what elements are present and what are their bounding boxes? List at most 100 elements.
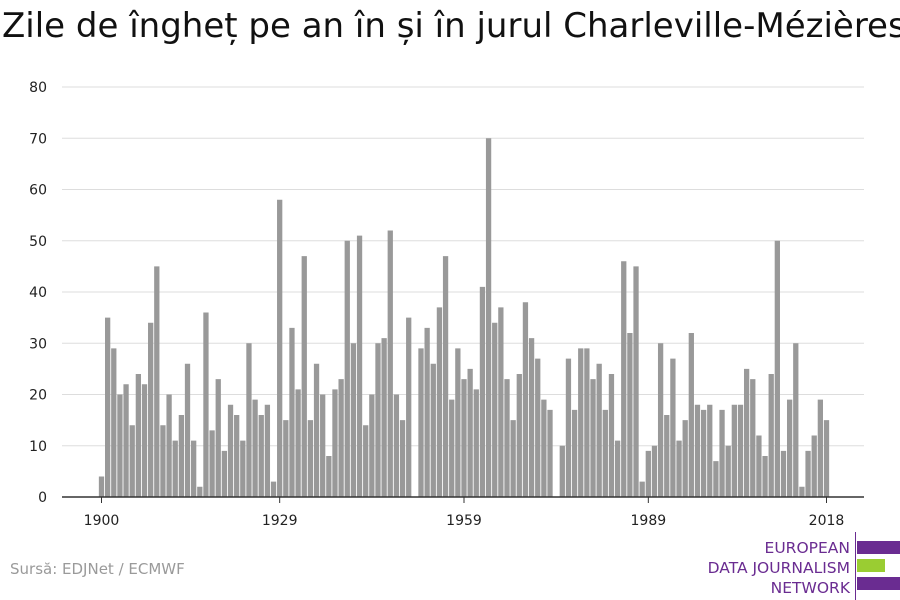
bar-1999 bbox=[707, 404, 713, 497]
x-tick-label: 2018 bbox=[809, 513, 845, 529]
bar-1980 bbox=[590, 379, 596, 497]
bar-1922 bbox=[234, 415, 240, 497]
y-tick-label: 40 bbox=[29, 285, 47, 301]
bar-2004 bbox=[737, 404, 744, 497]
bar-1926 bbox=[258, 415, 264, 497]
bar-1923 bbox=[240, 440, 246, 497]
bar-1993 bbox=[670, 358, 676, 497]
bar-2009 bbox=[768, 374, 774, 497]
bar-1994 bbox=[676, 440, 682, 497]
bar-1905 bbox=[129, 425, 135, 497]
bar-1940 bbox=[344, 240, 350, 497]
y-tick-label: 20 bbox=[29, 388, 47, 404]
bar-1953 bbox=[424, 327, 430, 497]
bar-1910 bbox=[160, 425, 166, 497]
bar-1958 bbox=[455, 348, 461, 497]
bar-2003 bbox=[731, 404, 737, 497]
bar-1967 bbox=[510, 420, 516, 497]
bar-1970 bbox=[528, 338, 535, 497]
bar-1934 bbox=[307, 420, 314, 497]
bar-1938 bbox=[332, 389, 338, 497]
bar-2006 bbox=[750, 379, 756, 497]
bar-1901 bbox=[105, 317, 111, 497]
bar-2001 bbox=[719, 409, 725, 497]
bar-1989 bbox=[645, 450, 651, 497]
bar-1906 bbox=[135, 374, 142, 497]
bar-1935 bbox=[313, 363, 320, 497]
bar-1903 bbox=[117, 394, 123, 497]
bar-1902 bbox=[111, 348, 117, 497]
bar-1904 bbox=[123, 384, 129, 497]
logo-bar-green bbox=[857, 559, 885, 572]
bar-1949 bbox=[399, 420, 406, 497]
bar-1933 bbox=[301, 256, 307, 497]
bar-2018 bbox=[823, 420, 830, 497]
bar-1972 bbox=[541, 399, 547, 497]
logo-bar-purple-bottom bbox=[857, 577, 900, 590]
bar-1961 bbox=[473, 389, 479, 497]
y-axis-labels: 0 10 20 30 40 50 60 70 80 bbox=[29, 80, 47, 506]
bar-2010 bbox=[774, 240, 780, 497]
bar-1981 bbox=[596, 363, 602, 497]
y-tick-label: 60 bbox=[29, 183, 47, 199]
bar-2017 bbox=[817, 399, 823, 497]
bar-2008 bbox=[762, 456, 768, 497]
bar-1962 bbox=[479, 286, 486, 497]
bar-1945 bbox=[375, 343, 381, 497]
bar-1909 bbox=[154, 266, 160, 497]
bar-1991 bbox=[657, 343, 664, 497]
bar-1914 bbox=[184, 363, 191, 497]
bar-1956 bbox=[442, 256, 449, 497]
bar-1960 bbox=[467, 368, 473, 497]
bar-1908 bbox=[148, 322, 154, 497]
bar-1936 bbox=[320, 394, 326, 497]
logo-line-1: EUROPEAN bbox=[764, 539, 850, 557]
bar-1969 bbox=[522, 302, 529, 497]
x-tick-label: 1900 bbox=[84, 513, 120, 529]
y-tick-label: 10 bbox=[29, 439, 47, 455]
bar-2016 bbox=[811, 435, 817, 497]
logo-text: EUROPEAN DATA JOURNALISM NETWORK bbox=[708, 538, 850, 598]
bar-1971 bbox=[535, 358, 541, 497]
bar-2011 bbox=[780, 450, 787, 497]
logo-line-3: NETWORK bbox=[770, 579, 850, 597]
bar-1937 bbox=[326, 456, 332, 497]
bar-1930 bbox=[283, 420, 289, 497]
bar-1918 bbox=[209, 430, 215, 497]
bar-1920 bbox=[221, 450, 228, 497]
bar-1941 bbox=[350, 343, 357, 497]
bar-2014 bbox=[799, 486, 805, 497]
bar-1925 bbox=[252, 399, 258, 497]
bar-1983 bbox=[608, 374, 615, 497]
bar-1947 bbox=[387, 230, 393, 497]
bar-1942 bbox=[356, 235, 363, 497]
bar-1978 bbox=[578, 348, 584, 497]
source-note: Sursă: EDJNet / ECMWF bbox=[10, 560, 185, 578]
bar-1985 bbox=[621, 261, 627, 497]
bar-chart: 0 10 20 30 40 50 60 70 80 1900 1929 1959 1989 2018 bbox=[29, 80, 864, 529]
bar-1968 bbox=[516, 374, 522, 497]
bar-1973 bbox=[547, 409, 553, 497]
bar-1913 bbox=[178, 415, 185, 497]
bar-1919 bbox=[215, 379, 221, 497]
bar-1977 bbox=[571, 409, 578, 497]
bar-1950 bbox=[406, 317, 412, 497]
y-tick-label: 70 bbox=[29, 131, 47, 147]
bar-2002 bbox=[725, 445, 731, 497]
bar-1921 bbox=[227, 404, 234, 497]
bar-1965 bbox=[498, 307, 504, 497]
chart-title: Zile de îngheț pe an în și în jurul Char… bbox=[2, 6, 900, 46]
logo-bar-purple-top bbox=[857, 541, 900, 554]
x-tick-label: 1929 bbox=[262, 513, 298, 529]
bar-1944 bbox=[369, 394, 375, 497]
bar-1917 bbox=[203, 312, 209, 497]
bar-1996 bbox=[688, 333, 694, 497]
x-tick-label: 1989 bbox=[631, 513, 667, 529]
bar-1931 bbox=[289, 327, 295, 497]
bar-2005 bbox=[743, 368, 750, 497]
bar-2015 bbox=[805, 450, 811, 497]
bar-1982 bbox=[602, 409, 608, 497]
bar-1976 bbox=[565, 358, 572, 497]
bar-1975 bbox=[559, 445, 565, 497]
bar-1952 bbox=[418, 348, 424, 497]
